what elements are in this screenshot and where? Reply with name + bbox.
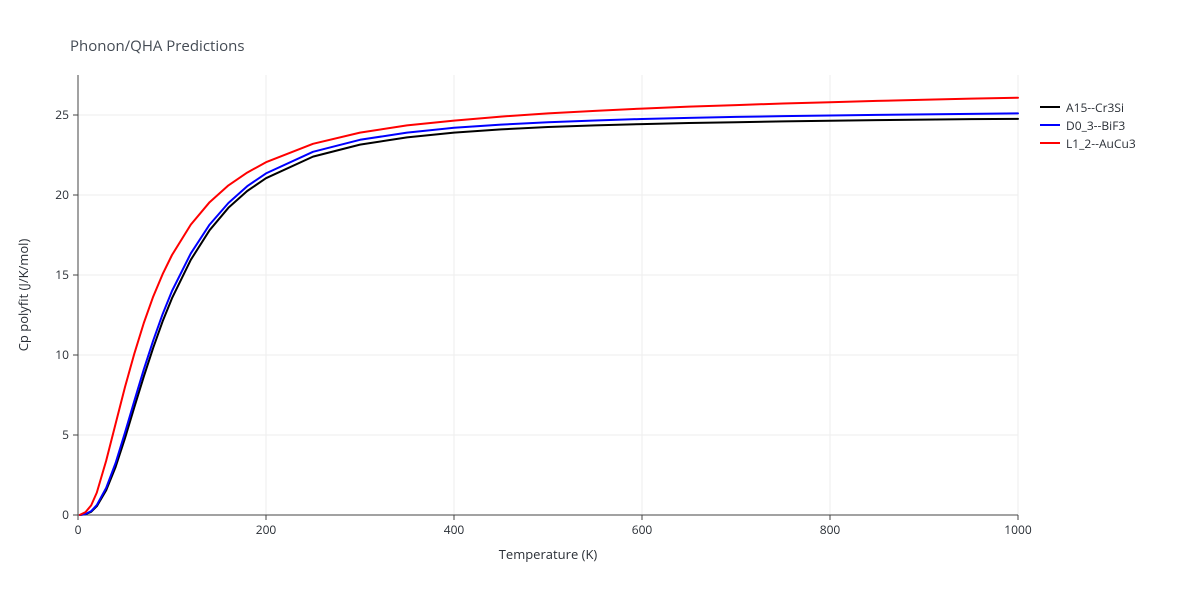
y-tick-label: 0	[62, 506, 69, 523]
x-tick-label: 0	[75, 521, 82, 538]
y-tick-label: 25	[55, 106, 69, 123]
legend-item-1[interactable]: D0_3--BiF3	[1040, 116, 1136, 134]
legend-swatch	[1040, 124, 1060, 126]
legend-label: L1_2--AuCu3	[1066, 135, 1136, 152]
y-tick-label: 5	[62, 426, 69, 443]
series-line-1	[80, 113, 1018, 515]
legend-label: D0_3--BiF3	[1066, 117, 1125, 134]
legend-item-0[interactable]: A15--Cr3Si	[1040, 98, 1136, 116]
y-tick-label: 15	[55, 266, 69, 283]
x-tick-label: 800	[820, 521, 841, 538]
series-line-2	[80, 98, 1018, 515]
x-tick-label: 600	[632, 521, 653, 538]
legend-label: A15--Cr3Si	[1066, 99, 1124, 116]
x-tick-label: 200	[256, 521, 277, 538]
legend-item-2[interactable]: L1_2--AuCu3	[1040, 134, 1136, 152]
y-tick-label: 20	[55, 186, 69, 203]
x-tick-label: 400	[444, 521, 465, 538]
legend-swatch	[1040, 142, 1060, 144]
x-tick-label: 1000	[1004, 521, 1032, 538]
chart-container: Phonon/QHA Predictions 02004006008001000…	[0, 0, 1200, 600]
legend-swatch	[1040, 106, 1060, 108]
legend: A15--Cr3SiD0_3--BiF3L1_2--AuCu3	[1040, 98, 1136, 152]
y-axis-label: Cp polyfit (J/K/mol)	[14, 239, 32, 352]
line-chart: 0 200 400 600 800 1000 0 5 10 15 20 25 Temperature (…	[0, 0, 1200, 600]
x-axis-label: Temperature (K)	[499, 545, 598, 563]
series-line-0	[80, 119, 1018, 515]
y-tick-label: 10	[55, 346, 69, 363]
chart-title: Phonon/QHA Predictions	[70, 36, 245, 56]
